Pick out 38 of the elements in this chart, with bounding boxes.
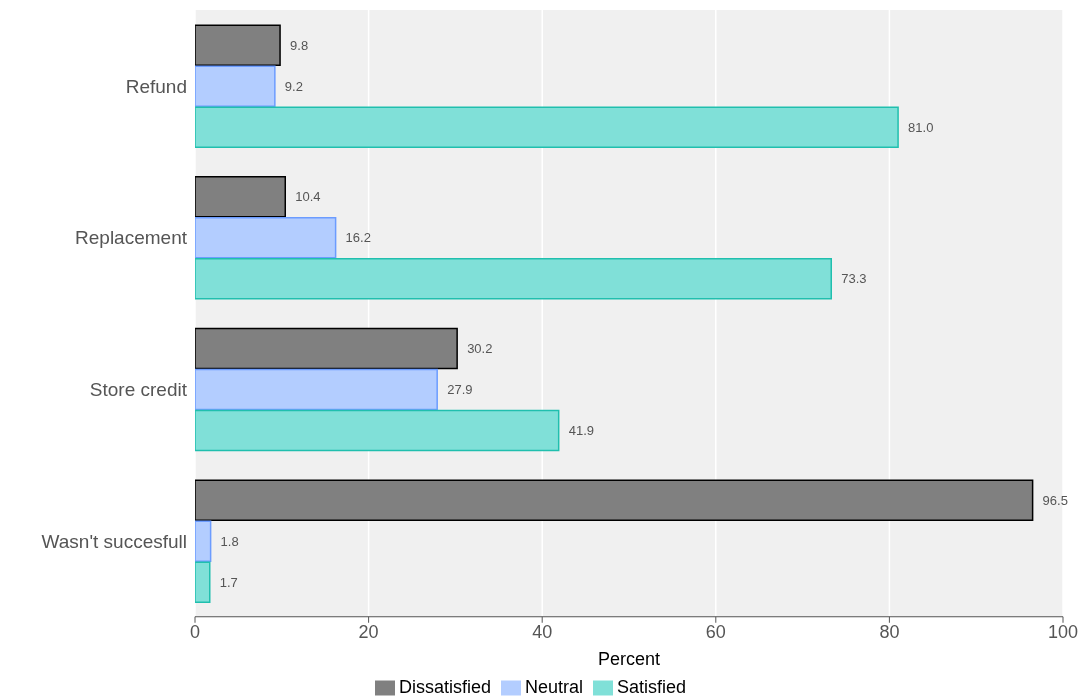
data-label: 9.2	[284, 78, 303, 94]
bar	[195, 368, 438, 411]
legend-label: Satisfied	[617, 676, 687, 697]
x-tick-label: 80	[879, 621, 900, 642]
bar	[195, 327, 458, 370]
bar	[195, 65, 276, 107]
data-label: 1.7	[219, 574, 238, 590]
data-label: 73.3	[841, 271, 867, 287]
x-tick-label: 20	[358, 621, 379, 642]
bar	[195, 24, 281, 66]
bar	[195, 176, 287, 218]
data-label: 16.2	[345, 230, 371, 246]
data-label: 41.9	[568, 423, 594, 439]
data-label: 81.0	[908, 119, 934, 135]
legend-label: Dissatisfied	[398, 676, 491, 697]
data-label: 9.8	[290, 37, 309, 53]
x-tick-label: 60	[705, 621, 726, 642]
bar	[195, 479, 1034, 521]
bar	[195, 409, 560, 452]
bar	[195, 217, 337, 259]
bar	[195, 520, 212, 562]
data-label: 96.5	[1042, 492, 1068, 508]
data-label: 10.4	[295, 189, 321, 205]
x-tick-label: 0	[189, 621, 201, 642]
x-tick-label: 40	[532, 621, 553, 642]
data-label: 1.8	[220, 533, 239, 549]
x-axis-title: Percent	[597, 648, 661, 669]
data-label: 27.9	[447, 382, 473, 398]
x-tick-label: 100	[1047, 621, 1079, 642]
legend-label: Neutral	[524, 676, 583, 697]
y-tick-label: Store credit	[89, 378, 188, 400]
bar	[195, 106, 899, 148]
y-tick-label: Refund	[125, 75, 187, 97]
data-label: 30.2	[467, 341, 493, 357]
bar	[195, 561, 211, 603]
bar	[195, 258, 832, 300]
y-tick-label: Wasn't succesfull	[41, 530, 187, 552]
y-tick-label: Replacement	[75, 227, 188, 249]
